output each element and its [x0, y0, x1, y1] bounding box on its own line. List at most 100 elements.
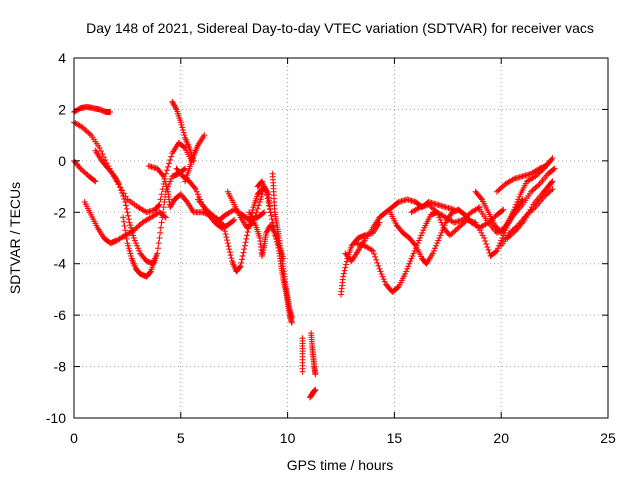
data-point — [122, 227, 129, 234]
x-tick-label: 25 — [600, 430, 616, 446]
data-point — [171, 102, 178, 109]
y-tick-label: 0 — [58, 153, 66, 169]
data-point — [437, 232, 444, 239]
data-point — [160, 204, 167, 211]
data-point — [114, 178, 121, 185]
data-point — [121, 223, 128, 229]
data-point — [260, 210, 267, 217]
data-point — [550, 166, 557, 173]
data-point — [113, 177, 120, 184]
data-point — [209, 211, 216, 218]
data-point — [121, 196, 128, 202]
data-point — [125, 242, 132, 249]
data-point — [431, 206, 438, 213]
data-point — [155, 245, 162, 252]
data-point — [194, 191, 201, 198]
data-point — [432, 208, 439, 214]
data-point — [342, 261, 349, 268]
data-point — [461, 219, 468, 226]
data-point — [123, 235, 130, 242]
x-tick-label: 0 — [70, 430, 78, 446]
data-point — [514, 199, 521, 205]
data-point — [493, 188, 500, 195]
data-point — [370, 247, 377, 254]
data-point — [516, 193, 523, 200]
data-point — [164, 186, 171, 193]
data-point — [403, 268, 410, 275]
y-tick-label: -8 — [54, 359, 67, 375]
data-point — [169, 200, 176, 207]
data-point — [548, 156, 555, 163]
data-point — [439, 222, 446, 229]
data-point — [406, 260, 413, 267]
data-point — [133, 224, 140, 231]
data-point — [115, 179, 122, 186]
data-point — [128, 227, 135, 234]
data-point — [166, 160, 173, 167]
y-axis-ticks: -10 -8 -6 -4 -2 0 2 4 — [46, 50, 608, 426]
data-point — [452, 227, 459, 234]
data-point — [263, 192, 270, 199]
data-point — [498, 184, 505, 191]
plot-frame — [73, 57, 609, 419]
data-point — [513, 201, 520, 208]
y-tick-label: -4 — [54, 256, 67, 272]
data-point — [119, 190, 126, 196]
data-point — [162, 178, 169, 185]
data-point — [241, 246, 248, 253]
data-point — [219, 220, 226, 227]
data-point — [512, 204, 519, 211]
data-point — [476, 227, 483, 234]
x-axis-label: GPS time / hours — [287, 457, 394, 473]
data-point — [479, 232, 486, 239]
data-point — [299, 368, 306, 375]
data-point — [221, 228, 228, 235]
data-point — [240, 249, 247, 256]
data-point — [136, 222, 143, 229]
data-point — [224, 237, 231, 244]
data-point — [127, 250, 134, 257]
data-point — [525, 210, 532, 217]
data-point — [449, 229, 456, 236]
data-point — [340, 270, 347, 277]
data-point — [475, 224, 482, 231]
data-point — [446, 232, 453, 239]
data-point — [124, 240, 131, 247]
data-point — [161, 175, 168, 182]
data-point — [179, 127, 186, 133]
data-point — [418, 232, 425, 239]
data-point — [340, 273, 347, 280]
data-point — [135, 245, 142, 252]
data-point — [429, 250, 436, 257]
data-point — [172, 105, 179, 112]
x-axis-ticks: 0 5 10 15 20 25 — [70, 58, 616, 446]
data-point — [117, 187, 124, 193]
data-point — [268, 212, 275, 219]
data-point — [172, 103, 179, 110]
data-point — [428, 204, 435, 211]
data-point — [415, 237, 422, 244]
data-point — [371, 250, 378, 257]
data-point — [244, 229, 251, 235]
data-point — [222, 231, 229, 238]
data-point — [227, 252, 234, 259]
x-tick-label: 10 — [280, 430, 296, 446]
data-point — [409, 253, 416, 259]
data-point — [548, 187, 555, 194]
data-point — [265, 199, 272, 205]
data-point — [477, 195, 484, 202]
data-point — [226, 246, 233, 253]
data-point — [181, 166, 188, 173]
data-point — [169, 98, 176, 105]
data-point — [532, 173, 539, 180]
data-point — [530, 186, 537, 193]
data-point — [551, 165, 558, 172]
data-point — [127, 253, 134, 259]
y-tick-label: -6 — [54, 307, 67, 323]
data-point — [115, 181, 122, 187]
data-point — [430, 247, 437, 254]
data-point — [411, 241, 418, 248]
data-point — [498, 237, 505, 244]
